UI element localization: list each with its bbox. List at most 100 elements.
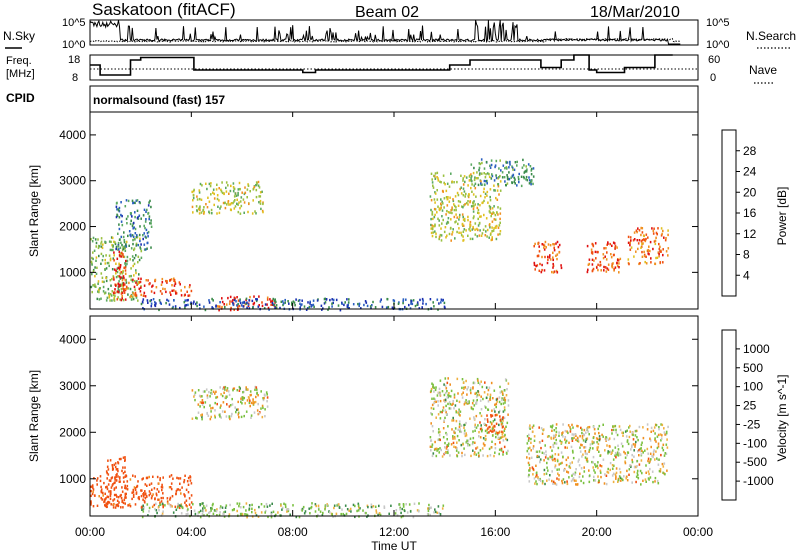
scatter-mark bbox=[431, 213, 434, 216]
scatter-mark bbox=[452, 435, 454, 438]
scatter-mark bbox=[198, 206, 201, 210]
scatter-mark bbox=[529, 467, 531, 470]
scatter-mark bbox=[139, 246, 141, 249]
scatter-mark bbox=[118, 477, 121, 480]
scatter-mark bbox=[456, 180, 458, 184]
scatter-mark bbox=[270, 516, 273, 519]
scatter-mark bbox=[115, 245, 118, 249]
scatter-mark bbox=[261, 301, 263, 304]
scatter-mark bbox=[549, 425, 552, 428]
scatter-mark bbox=[124, 266, 127, 269]
scatter-mark bbox=[133, 226, 135, 229]
scatter-mark bbox=[577, 460, 580, 463]
scatter-mark bbox=[261, 415, 264, 419]
scatter-mark bbox=[179, 477, 182, 480]
scatter-mark bbox=[230, 414, 233, 418]
scatter-mark bbox=[205, 203, 207, 206]
scatter-mark bbox=[557, 446, 560, 450]
scatter-mark bbox=[198, 212, 201, 215]
scatter-mark bbox=[263, 393, 266, 396]
scatter-mark bbox=[485, 396, 488, 399]
scatter-mark bbox=[649, 249, 651, 253]
scatter-mark bbox=[437, 438, 439, 441]
scatter-mark bbox=[416, 509, 419, 512]
scatter-mark bbox=[551, 470, 553, 473]
scatter-mark bbox=[640, 226, 642, 230]
scatter-mark bbox=[429, 445, 432, 448]
scatter-mark bbox=[305, 308, 308, 311]
scatter-mark bbox=[185, 304, 187, 307]
scatter-mark bbox=[133, 285, 136, 289]
scatter-mark bbox=[614, 246, 616, 249]
y-tick-label: 1000 bbox=[59, 472, 86, 486]
scatter-mark bbox=[475, 453, 478, 456]
scatter-mark bbox=[137, 277, 140, 280]
scatter-mark bbox=[555, 442, 558, 445]
scatter-mark bbox=[372, 300, 374, 304]
scatter-mark bbox=[431, 382, 433, 385]
scatter-mark bbox=[660, 437, 663, 440]
scatter-mark bbox=[446, 204, 449, 207]
scatter-mark bbox=[434, 230, 436, 233]
scatter-mark bbox=[239, 207, 241, 210]
scatter-mark bbox=[328, 306, 330, 309]
scatter-mark bbox=[201, 418, 203, 421]
scatter-mark bbox=[119, 264, 122, 267]
scatter-mark bbox=[150, 246, 152, 249]
scatter-mark bbox=[136, 485, 138, 489]
scatter-mark bbox=[437, 179, 440, 182]
cpid-value: normalsound (fast) 157 bbox=[93, 93, 225, 107]
scatter-mark bbox=[98, 290, 100, 294]
scatter-mark bbox=[504, 180, 506, 183]
scatter-mark bbox=[662, 471, 664, 474]
scatter-mark bbox=[485, 217, 488, 220]
scatter-mark bbox=[113, 297, 116, 300]
scatter-mark bbox=[621, 477, 623, 481]
scatter-mark bbox=[233, 207, 236, 210]
scatter-mark bbox=[200, 414, 202, 417]
scatter-mark bbox=[649, 437, 651, 440]
scatter-mark bbox=[103, 292, 106, 295]
scatter-mark bbox=[472, 436, 475, 440]
scatter-mark bbox=[430, 217, 432, 221]
scatter-mark bbox=[447, 217, 450, 220]
scatter-mark bbox=[208, 299, 210, 302]
scatter-mark bbox=[244, 302, 247, 306]
scatter-mark bbox=[149, 222, 151, 225]
scatter-mark bbox=[253, 411, 256, 414]
scatter-mark bbox=[468, 443, 471, 447]
scatter-mark bbox=[483, 187, 485, 190]
scatter-mark bbox=[215, 305, 217, 308]
scatter-mark bbox=[346, 305, 349, 308]
scatter-mark bbox=[658, 426, 660, 429]
scatter-mark bbox=[634, 445, 636, 448]
scatter-mark bbox=[131, 224, 134, 228]
scatter-mark bbox=[366, 515, 368, 518]
scatter-mark bbox=[442, 406, 445, 409]
scatter-mark bbox=[216, 194, 219, 197]
scatter-mark bbox=[599, 263, 602, 267]
scatter-mark bbox=[136, 280, 138, 283]
scatter-mark bbox=[140, 243, 142, 246]
scatter-mark bbox=[132, 488, 135, 492]
scatter-mark bbox=[561, 461, 563, 465]
scatter-mark bbox=[604, 449, 606, 452]
scatter-mark bbox=[597, 250, 599, 254]
scatter-mark bbox=[534, 242, 536, 246]
scatter-mark bbox=[518, 172, 520, 176]
scatter-mark bbox=[650, 261, 652, 264]
scatter-mark bbox=[366, 504, 369, 507]
scatter-mark bbox=[266, 405, 269, 408]
scatter-mark bbox=[189, 479, 192, 482]
scatter-mark bbox=[242, 505, 245, 509]
scatter-mark bbox=[554, 464, 557, 467]
scatter-mark bbox=[237, 306, 239, 309]
scatter-mark bbox=[629, 424, 631, 428]
scatter-mark bbox=[594, 479, 596, 482]
scatter-mark bbox=[129, 478, 132, 481]
scatter-mark bbox=[127, 504, 129, 507]
scatter-mark bbox=[611, 428, 613, 432]
scatter-mark bbox=[636, 436, 638, 439]
scatter-mark bbox=[226, 389, 228, 392]
scatter-mark bbox=[122, 284, 125, 287]
